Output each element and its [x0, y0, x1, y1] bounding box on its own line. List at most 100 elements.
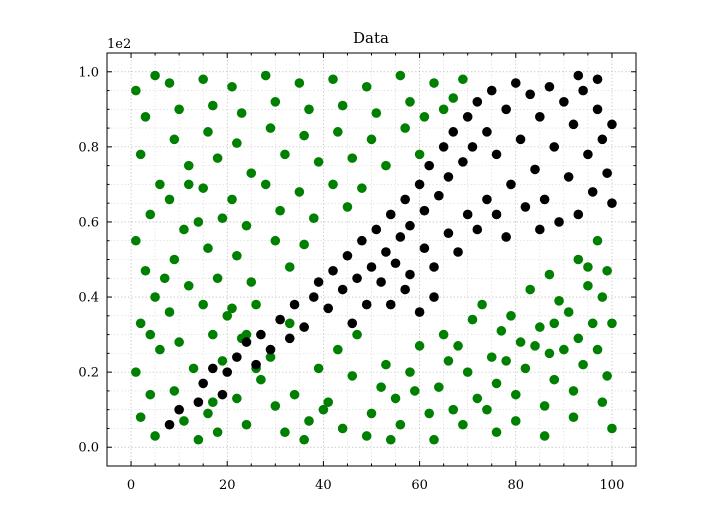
data-point-class-0 [135, 318, 146, 329]
data-point-class-0 [337, 100, 348, 111]
data-point-class-0 [188, 363, 199, 374]
data-point-class-0 [222, 311, 233, 321]
data-point-class-0 [159, 273, 170, 284]
data-point-class-1 [568, 119, 579, 130]
data-point-class-1 [506, 179, 516, 190]
data-point-class-0 [304, 416, 314, 426]
data-point-class-0 [150, 431, 160, 441]
data-point-class-0 [227, 303, 237, 314]
data-point-class-0 [568, 412, 579, 422]
data-point-class-1 [265, 344, 276, 355]
data-point-class-1 [510, 78, 521, 88]
data-point-class-0 [366, 408, 377, 419]
data-point-class-0 [520, 363, 531, 374]
data-point-class-0 [275, 205, 285, 216]
data-point-class-0 [131, 367, 141, 377]
data-point-class-1 [342, 250, 353, 261]
data-point-class-1 [438, 142, 449, 152]
x-tick-label: 60 [411, 478, 428, 493]
data-point-class-1 [232, 352, 242, 362]
data-point-class-1 [241, 337, 252, 347]
grid [107, 53, 636, 466]
data-point-class-0 [328, 179, 338, 190]
data-point-class-1 [501, 104, 511, 115]
data-point-class-0 [462, 367, 473, 377]
data-point-class-0 [299, 434, 309, 445]
data-point-class-1 [491, 149, 502, 160]
data-point-class-0 [414, 149, 425, 160]
data-point-class-0 [323, 397, 334, 407]
data-point-class-0 [549, 318, 560, 329]
x-tick-label: 40 [315, 478, 332, 493]
data-point-class-1 [256, 329, 266, 340]
data-point-class-0 [592, 344, 603, 355]
data-point-class-1 [414, 307, 425, 317]
data-point-class-0 [280, 427, 290, 438]
data-point-class-1 [347, 318, 358, 329]
data-point-class-1 [544, 81, 555, 92]
data-point-class-0 [405, 97, 415, 107]
x-tick-label: 80 [507, 478, 524, 493]
data-point-class-1 [578, 85, 588, 96]
data-point-class-0 [453, 341, 463, 351]
data-point-class-1 [549, 142, 560, 152]
data-point-class-0 [607, 423, 617, 434]
data-point-class-1 [501, 232, 511, 242]
data-point-class-0 [289, 389, 300, 400]
data-point-class-0 [174, 104, 184, 115]
y-tick-label: 1.0 [78, 65, 99, 80]
data-point-class-0 [448, 404, 459, 415]
data-point-class-1 [491, 209, 502, 220]
data-point-class-0 [135, 412, 146, 422]
data-point-class-1 [467, 142, 478, 152]
data-point-class-1 [414, 179, 425, 190]
data-point-class-1 [530, 164, 540, 175]
data-point-class-0 [270, 235, 281, 246]
data-point-class-1 [482, 127, 492, 137]
data-point-class-1 [352, 273, 362, 284]
data-point-class-1 [385, 299, 396, 310]
data-point-class-0 [342, 202, 353, 212]
data-point-class-0 [241, 419, 252, 430]
data-point-class-0 [241, 220, 252, 231]
data-point-class-0 [328, 74, 338, 85]
data-point-class-1 [587, 187, 598, 197]
data-point-class-0 [587, 318, 598, 329]
data-point-class-1 [525, 89, 535, 100]
data-point-class-1 [222, 367, 233, 377]
data-point-class-1 [535, 112, 545, 122]
data-point-class-0 [150, 70, 160, 81]
data-point-class-0 [198, 299, 208, 310]
data-point-class-1 [376, 277, 386, 287]
data-point-class-0 [438, 329, 449, 340]
data-point-class-0 [304, 104, 314, 115]
data-point-class-0 [357, 183, 367, 193]
data-point-class-1 [597, 134, 608, 145]
data-point-class-0 [361, 81, 372, 92]
data-point-class-0 [491, 427, 502, 438]
data-point-class-0 [241, 329, 252, 340]
data-point-class-1 [573, 209, 584, 220]
data-point-class-1 [381, 247, 391, 257]
data-point-class-0 [193, 434, 204, 445]
data-point-class-1 [361, 299, 372, 310]
data-point-class-0 [525, 284, 535, 295]
data-point-class-0 [270, 401, 281, 411]
data-point-class-0 [246, 168, 257, 178]
data-point-class-1 [472, 224, 483, 235]
data-point-class-0 [203, 243, 213, 254]
data-point-class-0 [145, 389, 156, 400]
data-point-class-0 [212, 153, 223, 163]
data-point-class-1 [395, 232, 406, 242]
data-point-class-1 [164, 419, 175, 430]
data-point-class-0 [208, 329, 218, 340]
data-point-class-0 [217, 213, 228, 223]
data-point-class-0 [183, 179, 194, 190]
data-point-class-1 [308, 292, 319, 302]
data-point-class-1 [607, 119, 617, 130]
data-point-class-0 [169, 386, 180, 396]
data-point-class-0 [246, 277, 257, 287]
data-point-class-0 [183, 280, 194, 291]
data-point-class-0 [438, 104, 449, 115]
data-point-class-0 [203, 127, 213, 137]
